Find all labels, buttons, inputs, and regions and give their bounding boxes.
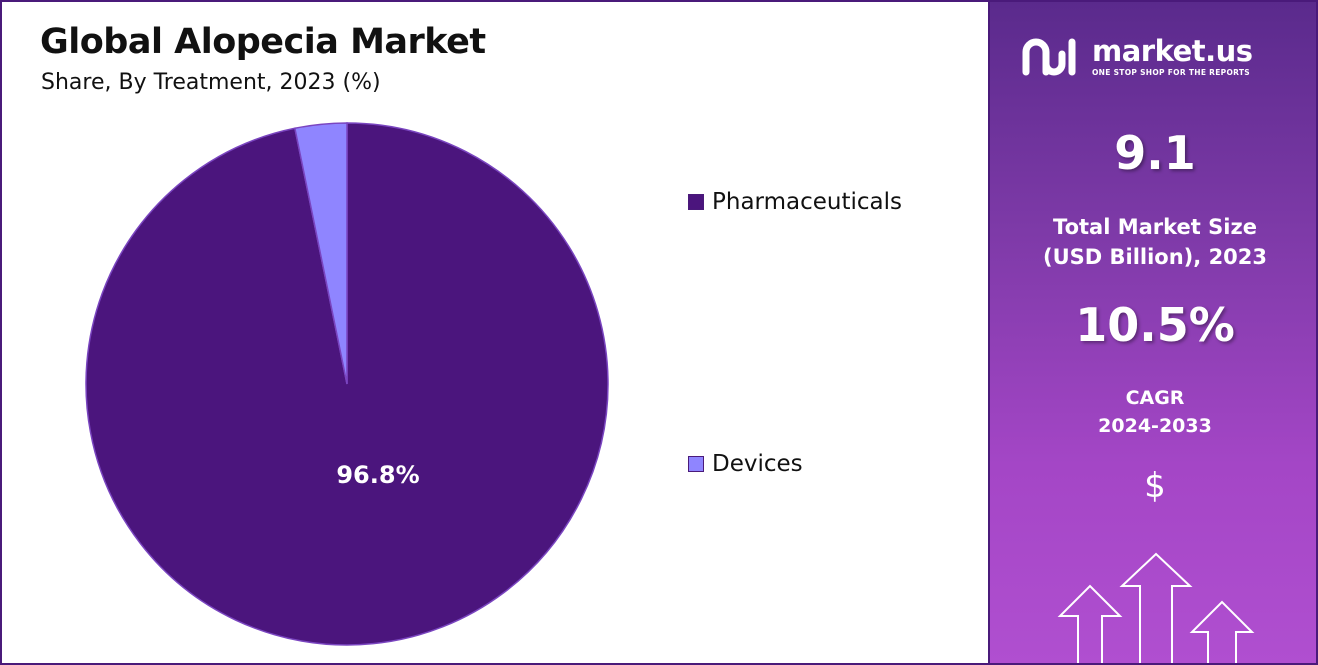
legend-item-pharmaceuticals: Pharmaceuticals [688,189,902,215]
logo-name: market.us [1092,33,1253,68]
chart-subtitle: Share, By Treatment, 2023 (%) [41,70,381,95]
market-size-label-line1: Total Market Size [1053,215,1257,239]
growth-arrows-icon [1057,552,1255,665]
pie-slice-devices [293,122,348,385]
logo: market.us ONE STOP SHOP FOR THE REPORTS [1020,34,1253,78]
cagr-period: 2024-2033 [1098,415,1212,437]
cagr-label: CAGR [1125,387,1185,409]
market-us-logo-icon [1022,38,1076,76]
dollar-icon: $ [1144,466,1166,506]
legend-swatch-devices [688,456,704,472]
legend-swatch-pharmaceuticals [688,194,704,210]
market-size-label-line2: (USD Billion), 2023 [1042,245,1268,269]
chart-panel: Global Alopecia Market Share, By Treatme… [40,22,902,646]
logo-tagline: ONE STOP SHOP FOR THE REPORTS [1092,67,1250,77]
market-size-value: 9.1 [1114,126,1196,180]
data-label-pharmaceuticals: 96.8% [336,461,419,489]
legend-item-devices: Devices [688,451,803,477]
legend-label-devices: Devices [712,451,803,477]
stats-sidebar: market.us ONE STOP SHOP FOR THE REPORTS … [988,0,1318,665]
legend-label-pharmaceuticals: Pharmaceuticals [712,189,902,215]
chart-title: Global Alopecia Market [40,22,486,62]
pie-chart: 96.8% [85,122,609,646]
cagr-value: 10.5% [1075,298,1235,352]
